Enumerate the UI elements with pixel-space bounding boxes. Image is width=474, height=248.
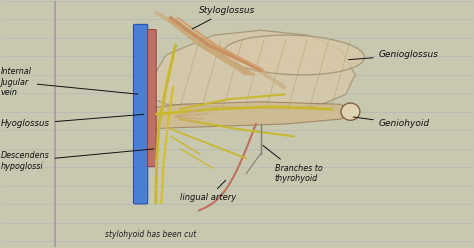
Text: Internal
Jugular
vein: Internal Jugular vein (0, 67, 138, 97)
FancyBboxPatch shape (134, 24, 148, 204)
Text: Branches to
thyrohyoid: Branches to thyrohyoid (263, 145, 323, 183)
Ellipse shape (223, 35, 365, 75)
Text: Geniohyoid: Geniohyoid (353, 117, 430, 128)
Polygon shape (143, 102, 355, 129)
Text: lingual artery: lingual artery (180, 180, 237, 202)
Text: Hyoglossus: Hyoglossus (0, 114, 144, 128)
Text: Styloglossus: Styloglossus (192, 6, 256, 29)
Ellipse shape (341, 103, 360, 120)
Text: Genioglossus: Genioglossus (348, 50, 439, 60)
FancyBboxPatch shape (148, 30, 156, 167)
Text: Descendens
hypoglossi: Descendens hypoglossi (0, 149, 154, 171)
Text: stylohyoid has been cut: stylohyoid has been cut (105, 230, 196, 240)
Polygon shape (143, 30, 355, 109)
